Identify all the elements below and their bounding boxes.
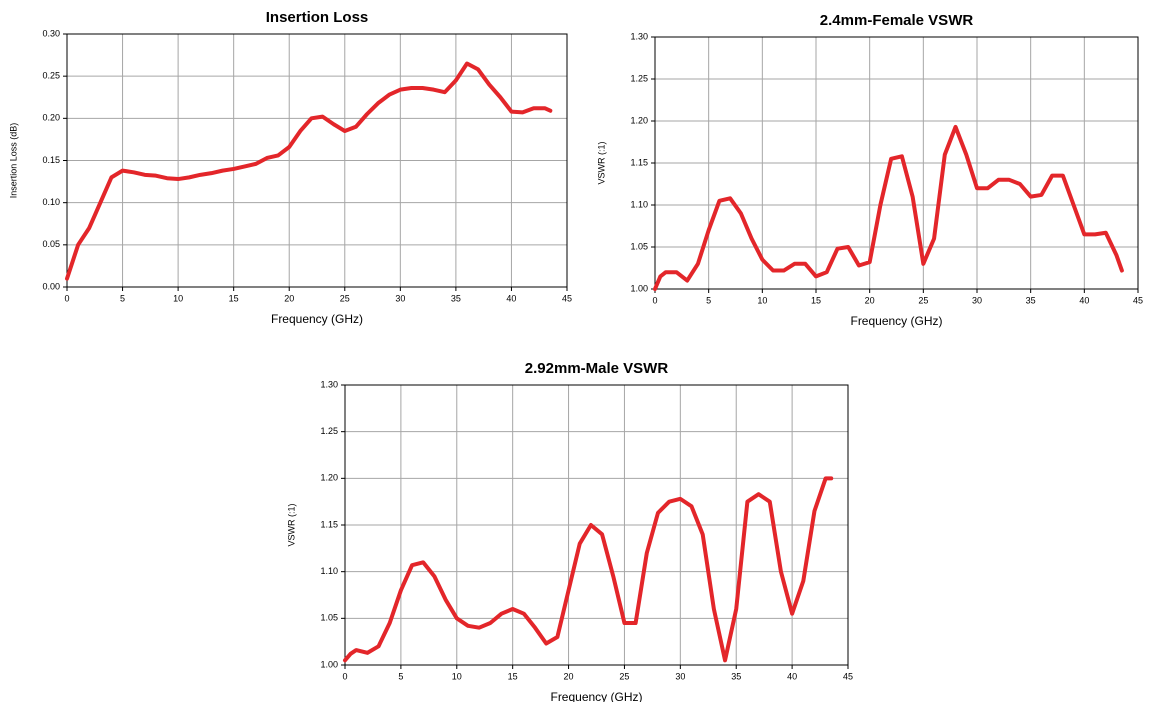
x-tick-label: 35 xyxy=(731,671,741,681)
x-tick-label: 40 xyxy=(787,671,797,681)
x-tick-label: 10 xyxy=(452,671,462,681)
y-tick-label: 1.10 xyxy=(630,199,648,209)
plot-border xyxy=(654,36,1139,290)
y-tick-label: 1.20 xyxy=(630,115,648,125)
x-tick-label: 45 xyxy=(562,293,572,303)
x-tick-label: 30 xyxy=(972,295,982,305)
x-tick-label: 0 xyxy=(64,293,69,303)
plot-border xyxy=(66,33,568,288)
x-tick-label: 40 xyxy=(1079,295,1089,305)
chart-title: 2.4mm-Female VSWR xyxy=(820,12,974,29)
x-tick-label: 10 xyxy=(173,293,183,303)
x-axis-label: Frequency (GHz) xyxy=(550,690,642,702)
x-tick-label: 45 xyxy=(1133,295,1143,305)
plot-border xyxy=(344,384,849,666)
x-tick-label: 10 xyxy=(757,295,767,305)
x-tick-label: 35 xyxy=(1026,295,1036,305)
x-tick-label: 15 xyxy=(811,295,821,305)
x-tick-label: 20 xyxy=(564,671,574,681)
y-tick-label: 1.30 xyxy=(630,31,648,41)
x-tick-label: 25 xyxy=(340,293,350,303)
x-tick-label: 5 xyxy=(398,671,403,681)
y-tick-label: 1.10 xyxy=(320,566,338,576)
y-tick-label: 0.30 xyxy=(42,28,60,38)
data-line xyxy=(343,476,834,663)
chart-title: Insertion Loss xyxy=(266,9,369,26)
y-tick-label: 1.05 xyxy=(320,613,338,623)
x-tick-label: 20 xyxy=(865,295,875,305)
y-tick-label: 1.20 xyxy=(320,473,338,483)
y-tick-label: 1.15 xyxy=(630,157,648,167)
data-line xyxy=(65,61,553,281)
x-tick-label: 25 xyxy=(918,295,928,305)
x-tick-label: 5 xyxy=(706,295,711,305)
x-axis-label: Frequency (GHz) xyxy=(271,312,363,326)
y-tick-label: 0.15 xyxy=(42,155,60,165)
x-tick-label: 5 xyxy=(120,293,125,303)
y-axis-label: VSWR (:1) xyxy=(596,141,606,184)
y-tick-label: 0.00 xyxy=(42,281,60,291)
x-tick-label: 15 xyxy=(229,293,239,303)
x-tick-label: 0 xyxy=(342,671,347,681)
y-tick-label: 1.00 xyxy=(320,659,338,669)
y-tick-label: 0.10 xyxy=(42,197,60,207)
y-axis-label: VSWR (:1) xyxy=(286,503,296,546)
y-tick-label: 1.25 xyxy=(630,73,648,83)
chart-title: 2.92mm-Male VSWR xyxy=(525,360,669,377)
x-tick-label: 35 xyxy=(451,293,461,303)
y-tick-label: 1.00 xyxy=(630,283,648,293)
y-tick-label: 0.05 xyxy=(42,239,60,249)
x-axis-label: Frequency (GHz) xyxy=(850,314,942,328)
x-tick-label: 15 xyxy=(508,671,518,681)
y-tick-label: 1.25 xyxy=(320,426,338,436)
y-tick-label: 1.05 xyxy=(630,241,648,251)
y-axis-label: Insertion Loss (dB) xyxy=(8,123,18,199)
x-tick-label: 20 xyxy=(284,293,294,303)
x-tick-label: 40 xyxy=(506,293,516,303)
x-tick-label: 0 xyxy=(652,295,657,305)
x-tick-label: 30 xyxy=(395,293,405,303)
y-tick-label: 0.20 xyxy=(42,113,60,123)
data-line xyxy=(653,124,1124,291)
y-tick-label: 1.30 xyxy=(320,379,338,389)
x-tick-label: 30 xyxy=(675,671,685,681)
y-tick-label: 0.25 xyxy=(42,71,60,81)
x-tick-label: 45 xyxy=(843,671,853,681)
x-tick-label: 25 xyxy=(619,671,629,681)
y-tick-label: 1.15 xyxy=(320,519,338,529)
